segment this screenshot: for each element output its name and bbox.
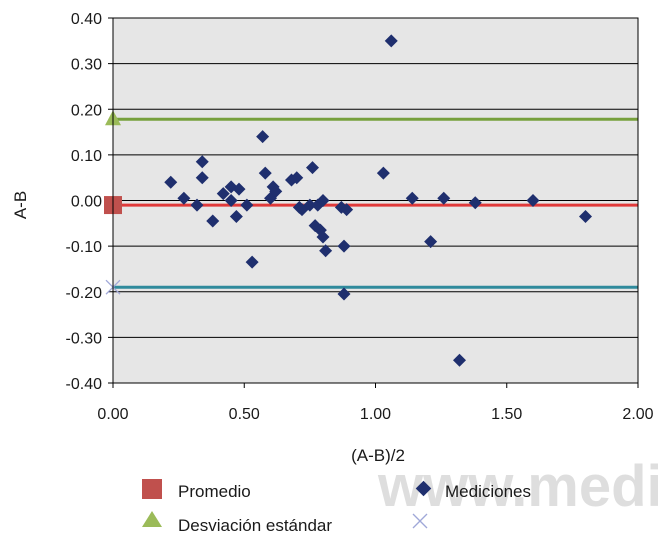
data-point: [337, 239, 351, 253]
data-point: [306, 161, 319, 175]
data-point: [269, 184, 283, 198]
legend-marker-promedio: [142, 479, 162, 499]
x-tick-label: 1.00: [360, 406, 391, 423]
data-point: [256, 130, 270, 144]
y-tick-label: 0.20: [71, 102, 102, 119]
data-point: [164, 175, 178, 189]
data-point: [245, 255, 259, 269]
x-axis-title: (A-B)/2: [351, 446, 405, 465]
data-point: [195, 155, 209, 169]
plot-border: [112, 17, 639, 384]
x-tick-label: 1.50: [491, 406, 522, 423]
data-point: [424, 235, 438, 249]
data-point: [405, 191, 419, 205]
data-point: [190, 198, 204, 212]
y-axis-title: A-B: [11, 191, 30, 219]
data-point: [340, 203, 354, 217]
data-point: [216, 187, 230, 201]
data-point: [240, 198, 254, 212]
legend-label-promedio: Promedio: [178, 482, 251, 501]
data-point: [229, 209, 243, 223]
data-point: [579, 209, 592, 223]
y-tick-label: -0.10: [66, 239, 103, 256]
legend: Promedio Mediciones Desviación estándar: [142, 479, 531, 535]
y-tick-label: -0.40: [66, 376, 103, 393]
data-point: [526, 194, 540, 207]
data-point: [303, 198, 317, 212]
x-tick-label: 0.00: [97, 406, 128, 423]
data-point: [384, 34, 398, 48]
data-point: [224, 194, 238, 207]
y-tick-label: -0.20: [66, 285, 103, 302]
data-point: [437, 191, 451, 205]
y-tick-labels: 0.40 0.30 0.20 0.10 0.00 -0.10 -0.20 -0.30 -0.40: [66, 11, 103, 393]
data-point: [468, 196, 482, 210]
x-tick-label: 0.50: [229, 406, 260, 423]
y-tick-label: 0.00: [71, 194, 102, 211]
data-point: [316, 230, 330, 244]
y-tick-label: 0.30: [71, 57, 102, 74]
data-point: [319, 244, 333, 258]
legend-marker-desviacion: [142, 511, 162, 527]
data-point: [258, 166, 272, 180]
data-point: [232, 182, 246, 196]
y-tick-label: 0.40: [71, 11, 102, 28]
legend-label-desviacion: Desviación estándar: [178, 516, 332, 535]
data-point: [453, 353, 466, 367]
data-point: [376, 166, 390, 180]
data-point: [316, 194, 330, 207]
data-point: [177, 191, 191, 205]
data-point: [206, 214, 220, 228]
data-point: [195, 171, 209, 185]
series-mediciones: [164, 34, 592, 367]
data-point: [290, 171, 304, 185]
y-tick-label: -0.30: [66, 330, 103, 347]
data-point: [337, 287, 351, 301]
legend-label-mediciones: Mediciones: [445, 482, 531, 501]
legend-marker-x: [412, 513, 428, 529]
x-tick-label: 2.00: [622, 406, 653, 423]
y-tick-label: 0.10: [71, 148, 102, 165]
x-tick-labels: 0.00 0.50 1.00 1.50 2.00: [97, 383, 654, 423]
